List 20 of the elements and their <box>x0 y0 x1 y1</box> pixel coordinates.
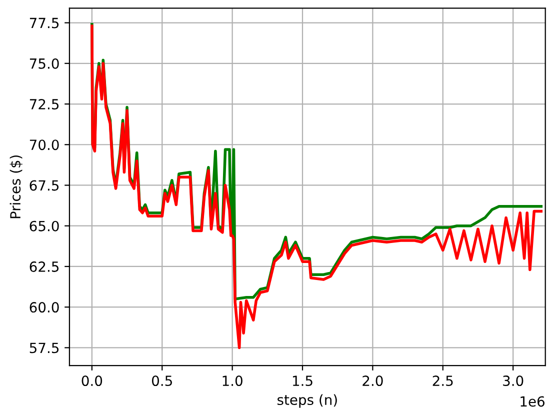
x-tick-label: 2.0 <box>362 376 383 386</box>
x-axis-title: steps (n) <box>278 394 337 408</box>
y-tick-label: 57.5 <box>30 342 59 354</box>
y-tick-label: 75.0 <box>30 58 59 69</box>
x-tick-label: 1.0 <box>222 376 242 386</box>
x-tick-label: 1.5 <box>292 376 312 386</box>
y-tick-label: 60.0 <box>30 302 59 313</box>
x-tick-label: 2.5 <box>432 376 453 386</box>
y-tick-label: 77.5 <box>30 18 59 28</box>
line-series <box>90 24 543 350</box>
y-axis-title: Prices ($) <box>10 155 22 218</box>
x-tick-label: 3.0 <box>503 376 524 386</box>
x-tick-label: 0.5 <box>152 376 172 386</box>
y-tick-label: 67.5 <box>30 180 59 191</box>
y-tick-label: 70.0 <box>30 140 59 150</box>
x-tick-label: 0.0 <box>82 376 102 386</box>
text: 1e6 <box>520 396 544 407</box>
y-tick-label: 62.5 <box>30 261 59 272</box>
y-tick-label: 65.0 <box>30 220 59 232</box>
y-tick-label: 72.5 <box>30 98 59 110</box>
